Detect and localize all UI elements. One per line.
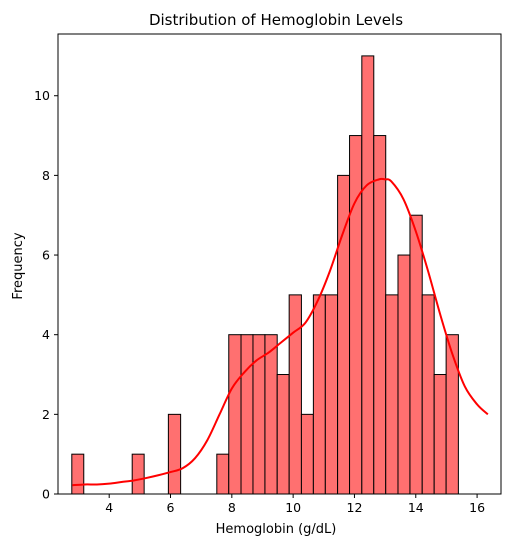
x-tick-label: 10 xyxy=(285,500,301,515)
histogram-bar xyxy=(324,294,339,495)
histogram-bar xyxy=(373,135,387,495)
histogram-bar xyxy=(312,294,326,495)
x-tick-label: 16 xyxy=(469,500,485,515)
histogram-bars xyxy=(71,55,459,495)
x-tick-label: 4 xyxy=(105,500,113,515)
histogram-bar xyxy=(216,453,230,495)
x-tick-label: 14 xyxy=(408,500,424,515)
histogram-bar xyxy=(349,135,363,495)
y-tick-label: 10 xyxy=(34,88,50,103)
x-axis-label: Hemoglobin (g/dL) xyxy=(216,522,337,537)
y-tick-label: 2 xyxy=(42,407,50,422)
histogram-bar xyxy=(240,334,254,495)
histogram-bar xyxy=(228,334,242,495)
y-tick-label: 4 xyxy=(42,327,50,342)
histogram-bar xyxy=(421,294,435,495)
y-axis: 0 2 4 6 8 10 xyxy=(34,88,58,502)
histogram-bar xyxy=(264,334,278,495)
histogram-bar xyxy=(288,294,302,495)
kde-curve xyxy=(72,177,489,487)
y-tick-label: 8 xyxy=(42,168,50,183)
histogram-bar xyxy=(131,453,145,495)
x-axis: 4 6 8 10 12 14 16 xyxy=(105,494,485,515)
y-axis-label: Frequency xyxy=(11,232,26,299)
histogram-bar xyxy=(385,294,399,495)
histogram-bar xyxy=(337,174,351,495)
histogram-bar xyxy=(397,254,411,495)
histogram-bar xyxy=(300,413,314,495)
histogram-bar xyxy=(409,214,423,495)
plot-frame xyxy=(57,33,502,495)
plot-area xyxy=(57,33,502,495)
histogram-bar xyxy=(361,55,375,495)
y-tick-label: 0 xyxy=(42,487,50,502)
x-tick-label: 6 xyxy=(167,500,175,515)
histogram-bar xyxy=(445,334,459,495)
y-tick-label: 6 xyxy=(42,248,50,263)
histogram-bar xyxy=(433,374,447,495)
histogram-bar xyxy=(167,413,182,495)
x-tick-label: 12 xyxy=(347,500,363,515)
histogram-bar xyxy=(276,374,290,495)
chart-title: Distribution of Hemoglobin Levels xyxy=(149,11,403,29)
histogram-bar xyxy=(71,453,85,495)
x-tick-label: 8 xyxy=(228,500,236,515)
